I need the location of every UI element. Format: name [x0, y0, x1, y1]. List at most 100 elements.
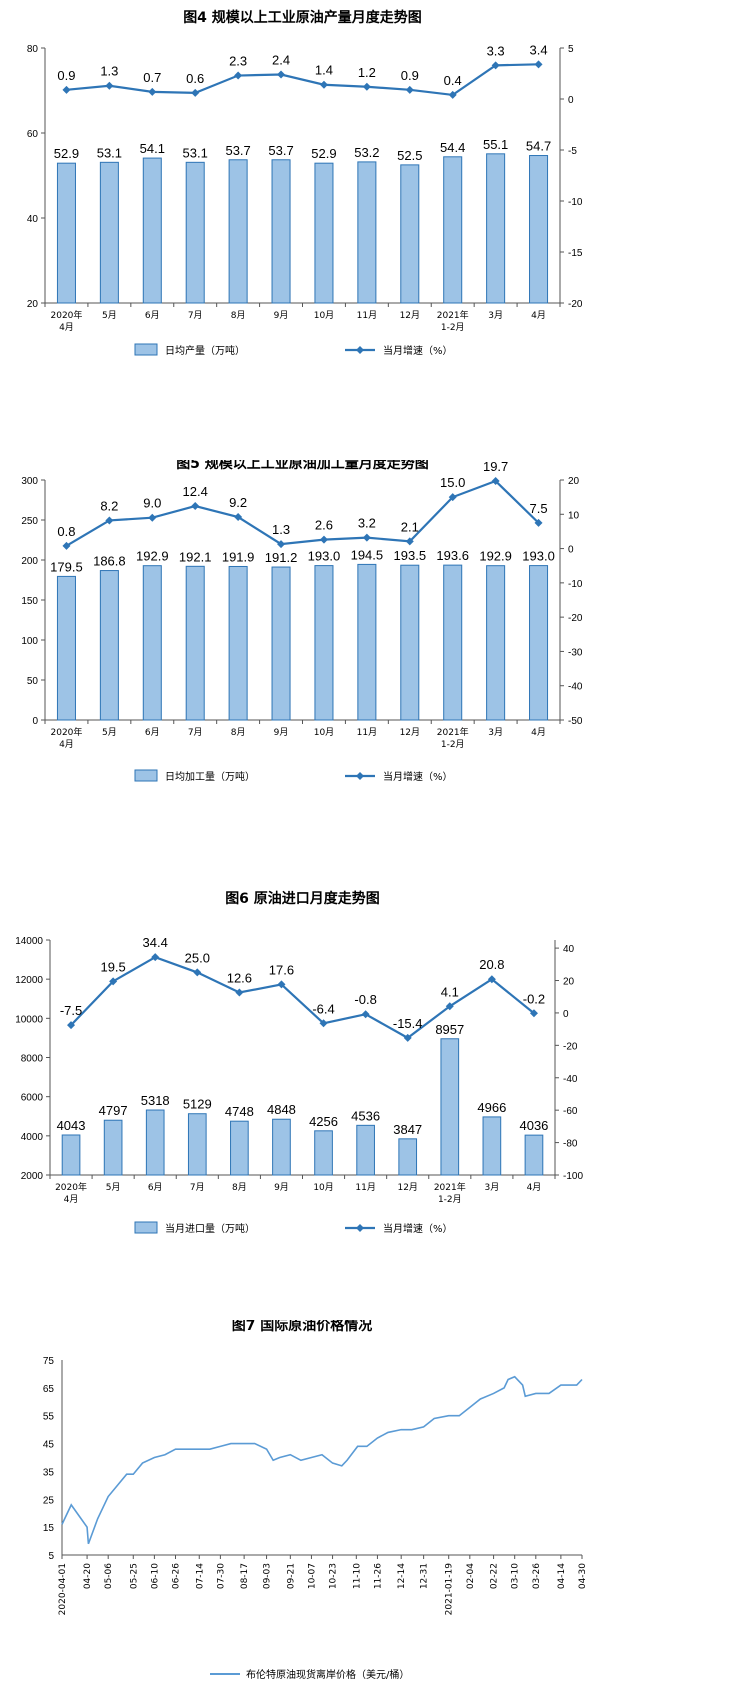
y2-tick-label: 40	[563, 944, 575, 955]
bar-value-label: 192.1	[179, 549, 212, 564]
bar-value-label: 192.9	[479, 549, 512, 564]
bar-value-label: 53.7	[225, 143, 250, 158]
legend-bar-label: 当月进口量（万吨）	[165, 1222, 255, 1235]
y-tick-label: 25	[43, 1495, 55, 1506]
line-marker	[109, 977, 118, 986]
x-tick-label: 3月	[485, 1182, 500, 1193]
line-marker	[529, 1009, 538, 1018]
y-tick-label: 60	[27, 129, 39, 140]
x-tick-label: 6月	[145, 727, 160, 738]
growth-line	[65, 479, 540, 547]
y2-tick-label: -40	[563, 1074, 578, 1085]
x-tick-label: 7月	[190, 1182, 205, 1193]
y-tick-label: 250	[21, 516, 38, 527]
bar-value-label: 52.5	[397, 148, 422, 163]
chart-fig4-crude-output: 图4 规模以上工业原油产量月度走势图20406080-20-15-10-5052…	[27, 9, 583, 357]
line-value-label: 3.2	[358, 516, 376, 531]
line-value-label: -0.2	[523, 991, 545, 1006]
x-tick-label: 11月	[355, 1182, 375, 1193]
x-tick-label: 12月	[397, 1182, 417, 1193]
bar	[357, 563, 377, 721]
bar-value-label: 54.4	[440, 140, 465, 155]
line-marker	[448, 90, 457, 99]
y-tick-label: 5	[48, 1551, 54, 1562]
legend-bar-label: 日均加工量（万吨）	[165, 770, 255, 783]
line-value-label: 15.0	[440, 475, 465, 490]
y2-tick-label: -20	[568, 299, 583, 310]
bar	[356, 1124, 375, 1176]
x-tick-label: 1-2月	[441, 739, 465, 750]
line-value-label: 0.4	[444, 73, 462, 88]
bar	[400, 564, 420, 721]
line-value-label: 0.8	[57, 524, 75, 539]
x-tick-label: 9月	[274, 310, 289, 321]
bar-value-label: 4036	[519, 1118, 548, 1133]
x-tick-label: 2020年	[51, 309, 83, 321]
x-tick-label: 4月	[59, 739, 74, 750]
bar-value-label: 5318	[141, 1093, 170, 1108]
chart-fig6-crude-imports: 图6 原油进口月度走势图 2000 4000 6000 8000 10000 12000 14…	[15, 890, 583, 1235]
bar-value-label: 52.9	[54, 146, 79, 161]
line-marker	[534, 60, 543, 69]
line-value-label: 19.5	[100, 959, 125, 974]
x-tick-label: 04-14	[557, 1563, 567, 1589]
x-tick-label: 2020年	[51, 726, 83, 738]
growth-line	[66, 63, 539, 97]
line-value-label: 2.4	[272, 53, 290, 68]
x-tick-label: 10-07	[307, 1563, 317, 1589]
bar	[271, 159, 291, 304]
y2-tick-label: -100	[563, 1171, 583, 1182]
bar	[145, 1109, 165, 1176]
bar	[486, 153, 506, 304]
line-marker	[491, 477, 500, 486]
chart-title: 图5 规模以上工业原油加工量月度走势图	[176, 460, 429, 472]
line-marker	[193, 968, 202, 977]
line-marker	[362, 533, 371, 542]
y-tick-label: 14000	[15, 936, 43, 947]
bar-value-label: 54.7	[526, 139, 551, 154]
line-value-label: 0.7	[143, 70, 161, 85]
y2-tick-label: 0	[568, 95, 574, 106]
bar	[529, 155, 549, 304]
bar	[187, 1113, 207, 1176]
y-tick-label: 80	[27, 44, 39, 55]
line-marker	[405, 537, 414, 546]
bar	[357, 161, 377, 304]
line-marker	[235, 988, 244, 997]
y2-tick-label: 5	[568, 44, 574, 55]
x-tick-label: 07-14	[195, 1563, 205, 1589]
line-value-label: 12.6	[227, 971, 252, 986]
x-tick-label: 5月	[102, 727, 117, 738]
bar	[230, 1120, 249, 1176]
bar-value-label: 54.1	[140, 141, 165, 156]
legend-line-marker	[356, 1224, 364, 1232]
bar	[99, 161, 119, 304]
x-tick-label: 04-20	[83, 1563, 93, 1589]
x-tick-label: 09-03	[263, 1563, 273, 1589]
x-tick-label: 8月	[231, 310, 246, 321]
legend-bar-label: 日均产量（万吨）	[165, 344, 245, 357]
x-tick-label: 2020-04-01	[58, 1563, 68, 1615]
y2-tick-label: 10	[568, 510, 580, 521]
line-marker	[191, 502, 200, 511]
line-marker	[362, 82, 371, 91]
bar	[103, 1119, 123, 1176]
bar	[185, 161, 205, 304]
x-tick-label: 10-23	[329, 1563, 339, 1589]
line-marker	[105, 516, 114, 525]
line-marker	[234, 513, 243, 522]
line-value-label: -7.5	[60, 1003, 82, 1018]
x-tick-label: 2021年	[434, 1181, 466, 1193]
legend-bar-swatch	[134, 343, 158, 356]
x-tick-label: 02-04	[466, 1563, 476, 1589]
y-tick-label: 300	[21, 476, 38, 487]
x-tick-label: 06-26	[172, 1563, 182, 1589]
x-tick-label: 05-06	[104, 1563, 114, 1589]
line-marker	[403, 1033, 412, 1042]
chart-fig5-crude-processing: 图5 规模以上工业原油加工量月度走势图050100150200250300-50…	[21, 460, 583, 783]
line-value-label: 25.0	[185, 950, 210, 965]
bar-value-label: 53.1	[183, 145, 208, 160]
x-tick-label: 4月	[527, 1182, 542, 1193]
x-tick-label: 3月	[488, 727, 503, 738]
growth-line	[70, 955, 535, 1040]
